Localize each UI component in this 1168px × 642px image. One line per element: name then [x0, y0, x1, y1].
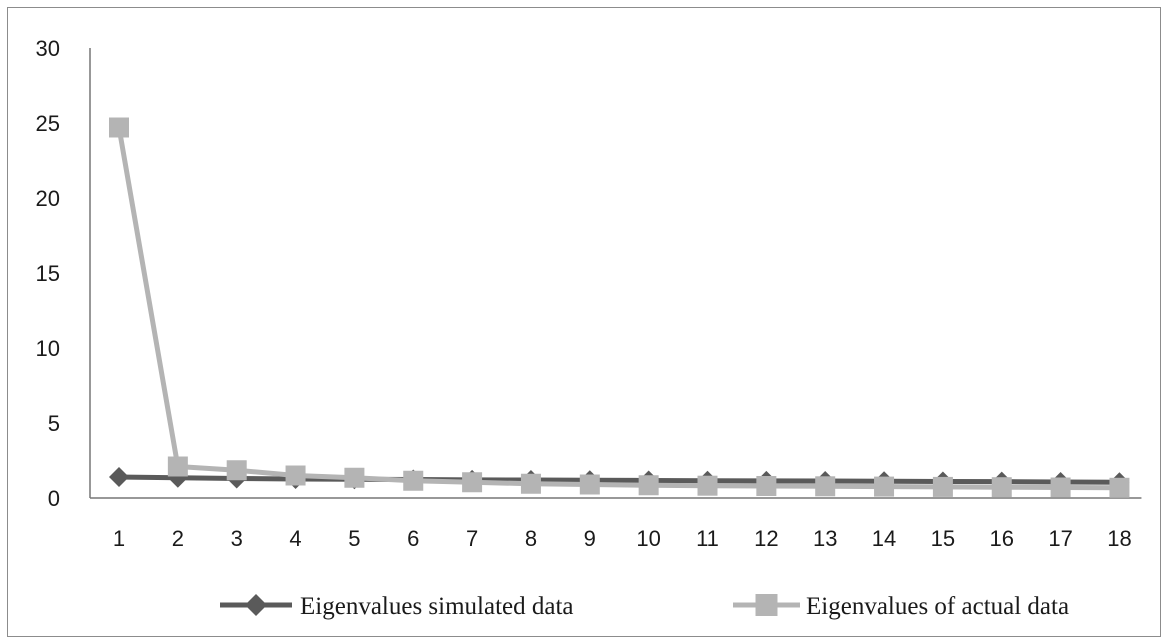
- x-tick-label: 9: [584, 526, 596, 551]
- data-point-square: [1109, 478, 1129, 498]
- x-tick-label: 1: [113, 526, 125, 551]
- x-tick-label: 16: [990, 526, 1014, 551]
- data-point-square: [521, 474, 541, 494]
- x-tick-label: 18: [1107, 526, 1131, 551]
- x-tick-label: 17: [1048, 526, 1072, 551]
- data-point-square: [874, 477, 894, 497]
- data-point-square: [815, 476, 835, 496]
- data-point-square: [992, 477, 1012, 497]
- data-point-square: [756, 594, 778, 616]
- x-tick-label: 15: [931, 526, 955, 551]
- data-point-square: [639, 475, 659, 495]
- data-point-square: [933, 477, 953, 497]
- series-line-1: [119, 477, 1119, 482]
- legend-label: Eigenvalues of actual data: [806, 593, 1069, 620]
- x-tick-label: 4: [289, 526, 301, 551]
- x-tick-label: 7: [466, 526, 478, 551]
- x-tick-label: 6: [407, 526, 419, 551]
- x-tick-label: 5: [348, 526, 360, 551]
- data-point-square: [756, 476, 776, 496]
- data-point-square: [698, 476, 718, 496]
- data-point-square: [344, 468, 364, 488]
- y-tick-label: 0: [48, 486, 60, 511]
- y-tick-label: 10: [36, 336, 60, 361]
- y-tick-label: 20: [36, 186, 60, 211]
- x-tick-label: 12: [754, 526, 778, 551]
- data-point-diamond: [245, 594, 267, 616]
- x-tick-label: 3: [231, 526, 243, 551]
- legend-label: Eigenvalues simulated data: [300, 593, 574, 620]
- x-tick-label: 11: [696, 526, 719, 551]
- data-point-square: [462, 472, 482, 492]
- x-tick-label: 13: [813, 526, 837, 551]
- data-point-square: [580, 475, 600, 495]
- data-point-square: [109, 118, 129, 138]
- data-point-square: [1051, 478, 1071, 498]
- data-point-square: [403, 471, 423, 491]
- x-tick-label: 10: [636, 526, 660, 551]
- x-tick-label: 2: [172, 526, 184, 551]
- y-tick-label: 25: [36, 111, 60, 136]
- y-tick-label: 30: [36, 36, 60, 61]
- y-tick-label: 5: [48, 411, 60, 436]
- data-point-diamond: [109, 467, 129, 487]
- data-point-square: [227, 460, 247, 480]
- x-tick-label: 8: [525, 526, 537, 551]
- y-tick-label: 15: [36, 261, 60, 286]
- x-tick-label: 14: [872, 526, 896, 551]
- series-line-2: [119, 128, 1119, 488]
- data-point-square: [286, 466, 306, 486]
- data-point-square: [168, 457, 188, 477]
